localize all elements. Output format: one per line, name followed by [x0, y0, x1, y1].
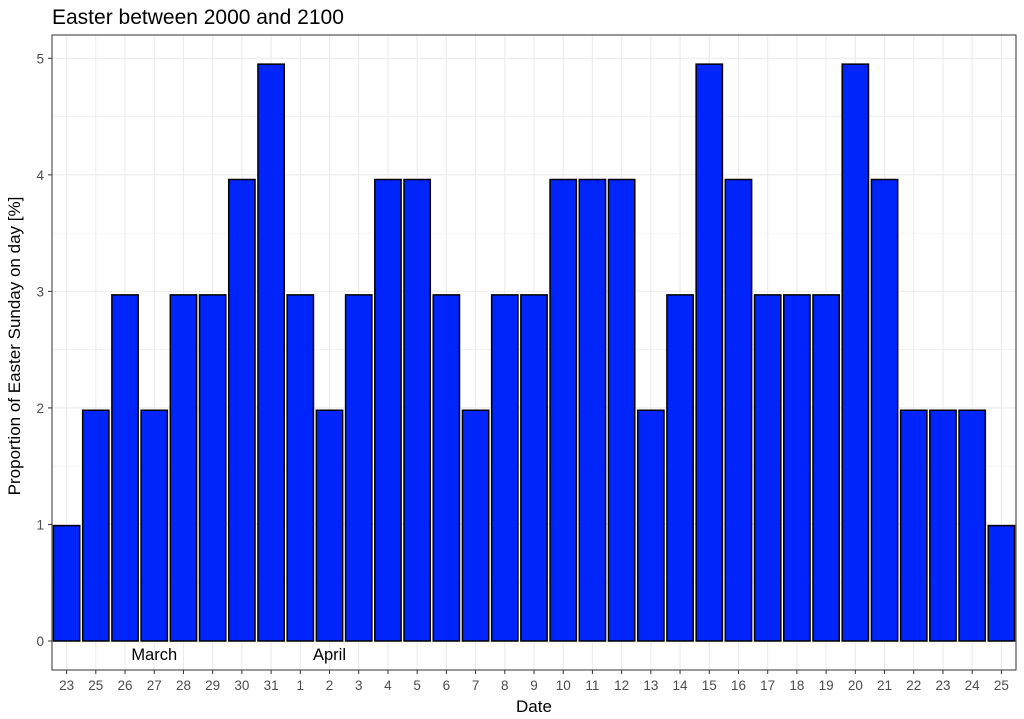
bar-2: [111, 294, 139, 642]
y-tick-label: 5: [36, 51, 44, 66]
bars: [52, 63, 1016, 642]
x-tick-label: 25: [88, 678, 103, 693]
x-tick-label: 14: [673, 678, 689, 693]
y-axis: 0 1 2 3 4 5: [36, 51, 52, 649]
x-tick-label: 16: [731, 678, 746, 693]
y-tick-label: 2: [36, 401, 44, 416]
x-tick-label: 23: [59, 678, 74, 693]
bar-6: [227, 178, 256, 642]
bar-28: [870, 178, 899, 642]
bar-8: [286, 294, 315, 642]
bar-24: [753, 294, 782, 642]
bar-16: [520, 294, 548, 642]
bar-5: [198, 294, 227, 642]
bar-31: [958, 409, 987, 642]
x-tick-label: 30: [234, 678, 249, 693]
x-tick-label: 24: [965, 678, 981, 693]
bar-13: [432, 294, 461, 642]
bar-25: [783, 294, 811, 642]
bar-1: [81, 409, 110, 642]
bar-20: [636, 409, 665, 642]
month-annotations: March April: [131, 646, 346, 664]
x-tick-label: 23: [935, 678, 950, 693]
x-tick-label: 17: [760, 678, 775, 693]
x-tick-label: 29: [205, 678, 220, 693]
bar-4: [169, 294, 198, 642]
bar-18: [578, 178, 607, 642]
x-tick-label: 8: [501, 678, 509, 693]
x-tick-label: 25: [994, 678, 1009, 693]
x-tick-label: 27: [147, 678, 162, 693]
x-tick-label: 20: [848, 678, 863, 693]
bar-19: [607, 178, 636, 642]
x-tick-label: 18: [789, 678, 804, 693]
x-tick-label: 28: [176, 678, 191, 693]
bar-21: [666, 294, 694, 642]
bar-30: [929, 409, 957, 642]
x-tick-label: 4: [384, 678, 392, 693]
x-tick-label: 2: [326, 678, 334, 693]
x-axis-title: Date: [516, 697, 552, 716]
bar-17: [549, 178, 578, 642]
y-tick-label: 0: [36, 634, 44, 649]
x-tick-label: 5: [413, 678, 421, 693]
x-tick-label: 19: [819, 678, 834, 693]
bar-22: [695, 63, 724, 642]
bar-26: [812, 294, 841, 642]
bar-3: [140, 409, 169, 642]
bar-32: [987, 524, 1016, 642]
bar-14: [461, 409, 490, 642]
x-tick-label: 11: [585, 678, 599, 693]
bar-10: [344, 294, 373, 642]
x-axis: 23 25 26 27 28 29 30 31 1 2 3 4 5 6 7 8 9 10 11 12 13 14 15 16 1…: [59, 670, 1009, 693]
x-tick-label: 13: [643, 678, 658, 693]
bar-12: [403, 178, 432, 642]
bar-11: [374, 178, 402, 642]
x-tick-label: 1: [297, 678, 305, 693]
bar-9: [315, 409, 344, 642]
y-tick-label: 1: [36, 517, 44, 532]
x-tick-label: 9: [530, 678, 538, 693]
y-tick-label: 3: [36, 284, 44, 299]
x-tick-label: 6: [443, 678, 451, 693]
x-tick-label: 22: [906, 678, 921, 693]
month-label-april: April: [313, 646, 346, 664]
y-tick-label: 4: [36, 168, 44, 183]
bar-29: [899, 409, 928, 642]
x-tick-label: 12: [614, 678, 629, 693]
x-tick-label: 10: [556, 678, 571, 693]
x-tick-label: 3: [355, 678, 363, 693]
x-tick-label: 7: [472, 678, 480, 693]
x-tick-label: 21: [877, 678, 892, 693]
bar-0: [52, 524, 81, 642]
x-tick-label: 15: [702, 678, 717, 693]
bar-7: [257, 63, 285, 642]
x-tick-label: 26: [118, 678, 133, 693]
chart-title: Easter between 2000 and 2100: [52, 6, 344, 29]
y-axis-title: Proportion of Easter Sunday on day [%]: [5, 197, 24, 496]
month-label-march: March: [131, 646, 177, 664]
bar-27: [841, 63, 870, 642]
bar-23: [724, 178, 753, 642]
bar-15: [490, 294, 519, 642]
x-tick-label: 31: [264, 678, 279, 693]
